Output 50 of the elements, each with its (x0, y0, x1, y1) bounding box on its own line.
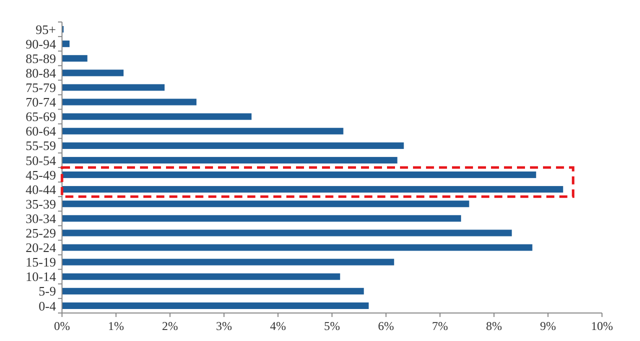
bar (62, 302, 369, 309)
y-tick-label: 0-4 (38, 298, 56, 314)
bar (62, 258, 394, 266)
x-tick-label: 1% (108, 319, 124, 333)
y-tick-label: 95+ (36, 22, 56, 37)
x-tick-label: 5% (324, 319, 340, 333)
y-tick-label: 80-84 (26, 65, 56, 80)
bar (62, 128, 344, 134)
bar (62, 40, 70, 48)
x-tick-label: 6% (378, 319, 394, 333)
bar (62, 186, 564, 193)
x-tick-label: 3% (216, 319, 232, 333)
y-tick-label: 10-14 (26, 269, 56, 284)
y-tick-label: 50-54 (26, 152, 56, 168)
y-tick-label: 60-64 (26, 124, 56, 139)
bar (62, 172, 536, 178)
y-tick-label: 70-74 (26, 94, 56, 110)
x-tick-label: 10% (591, 319, 613, 333)
y-tick-label: 55-59 (26, 138, 56, 154)
bar (62, 288, 364, 294)
y-tick-label: 35-39 (26, 196, 56, 212)
x-tick-label: 4% (270, 319, 286, 333)
x-tick-label: 7% (432, 319, 448, 333)
bar (62, 98, 196, 106)
bar (62, 142, 404, 149)
x-tick-label: 0% (54, 319, 70, 333)
bar (62, 70, 124, 76)
y-tick-label: 30-34 (26, 210, 56, 226)
x-tick-label: 8% (486, 319, 502, 333)
x-tick-label: 2% (162, 319, 178, 333)
bar (62, 230, 512, 236)
y-tick-label: 20-24 (26, 240, 56, 256)
bar (62, 244, 532, 251)
y-tick-label: 85-89 (26, 50, 56, 66)
y-tick-label: 25-29 (26, 226, 56, 241)
x-tick-label: 9% (540, 319, 556, 333)
bar (62, 273, 340, 280)
y-tick-label: 45-49 (26, 167, 56, 182)
bar (62, 200, 470, 208)
y-tick-label: 90-94 (26, 36, 56, 52)
y-tick-label: 5-9 (38, 284, 56, 299)
bar (62, 113, 252, 120)
bar (62, 55, 88, 62)
bar (62, 156, 398, 164)
y-tick-label: 15-19 (26, 254, 56, 270)
y-tick-label: 65-69 (26, 109, 56, 124)
y-tick-label: 75-79 (26, 80, 56, 96)
bar (62, 84, 165, 91)
y-tick-label: 40-44 (26, 182, 56, 197)
bar (62, 215, 462, 222)
